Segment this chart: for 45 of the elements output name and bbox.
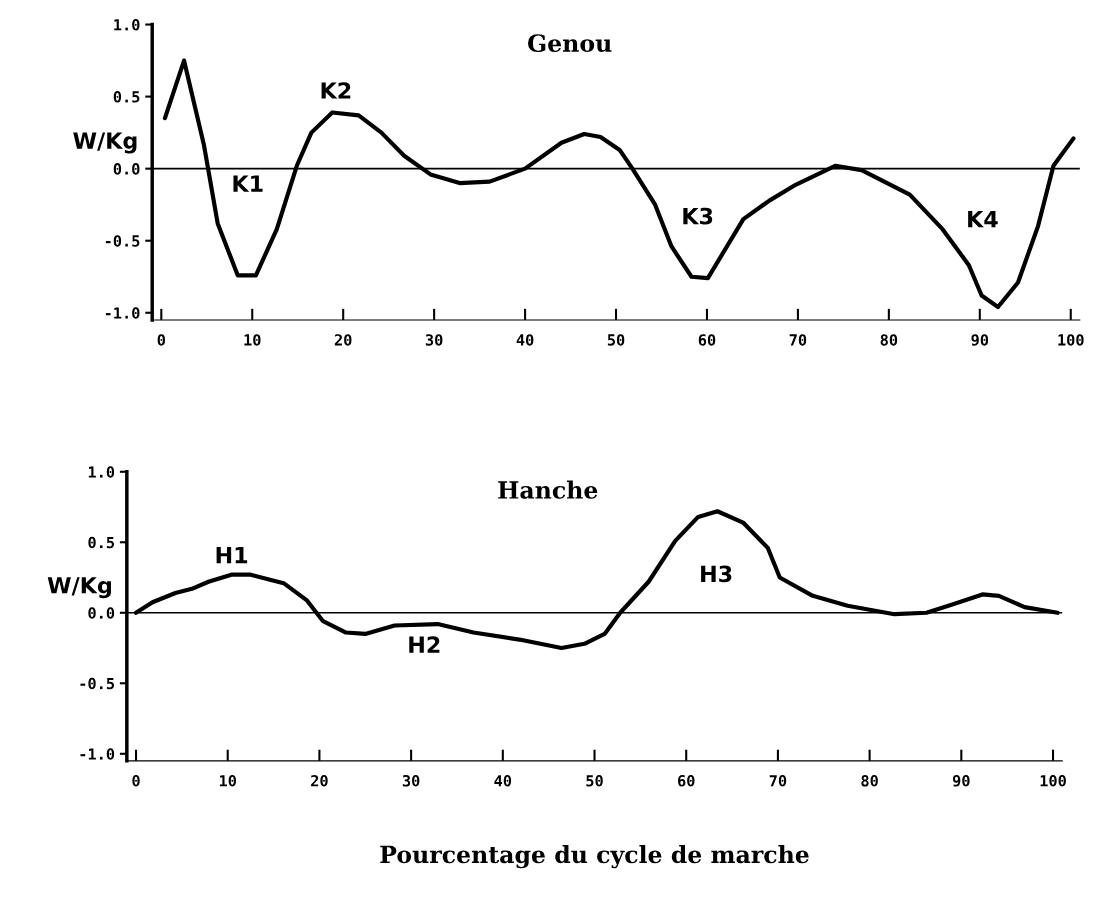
- annotation: K2: [321, 82, 351, 99]
- x-tick-label: 90: [952, 774, 970, 787]
- y-tick-label: -1.0: [105, 307, 140, 319]
- line-series: [133, 509, 1060, 651]
- x-tick-label: 20: [311, 774, 328, 787]
- annotation: K1: [233, 175, 263, 192]
- x-tick-label: 40: [494, 774, 512, 787]
- x-tick-label: 30: [402, 774, 420, 787]
- y-tick-label: -0.5: [80, 677, 114, 690]
- y-tick-label: 1.0: [114, 19, 140, 31]
- x-tick-label: 100: [1040, 774, 1066, 787]
- x-tick-label: 30: [425, 334, 443, 346]
- x-tick-label: 0: [132, 774, 140, 787]
- y-axis-title: W/Kg: [47, 577, 111, 599]
- x-tick-label: 50: [586, 774, 603, 787]
- y-axis-title: W/Kg: [73, 132, 137, 154]
- x-tick-label: 10: [244, 334, 261, 346]
- y-tick-label: -1.0: [80, 748, 115, 760]
- y-tick-label: 0.5: [88, 536, 114, 549]
- x-tick-label: 80: [880, 334, 898, 346]
- y-tick-label: 1.0: [88, 466, 115, 478]
- y-tick-label: 0.0: [88, 607, 115, 619]
- x-axis-title: Pourcentage du cycle de marche: [380, 845, 809, 869]
- annotation: H3: [701, 565, 732, 583]
- x-tick-label: 10: [219, 774, 236, 787]
- x-tick-label: 100: [1058, 334, 1084, 346]
- y-tick-label: 0.0: [113, 163, 140, 175]
- annotation: K4: [968, 210, 998, 228]
- y-tick-label: -0.5: [105, 235, 140, 247]
- x-tick-label: 0: [157, 334, 165, 346]
- annotation: H1: [216, 546, 248, 564]
- x-tick-label: 20: [334, 334, 352, 346]
- x-tick-label: 70: [789, 334, 807, 346]
- y-tick-label: 0.5: [113, 91, 140, 103]
- x-tick-label: 70: [769, 774, 787, 787]
- x-tick-label: 60: [698, 334, 716, 346]
- annotation: H2: [409, 636, 440, 653]
- x-tick-label: 50: [607, 334, 625, 346]
- chart-title: Genou: [528, 34, 612, 53]
- annotation: K3: [683, 207, 713, 225]
- x-tick-label: 60: [678, 774, 695, 787]
- x-tick-label: 90: [971, 334, 989, 346]
- chart-title: Hanche: [498, 480, 598, 499]
- x-tick-label: 40: [516, 334, 534, 346]
- x-tick-label: 80: [861, 774, 878, 787]
